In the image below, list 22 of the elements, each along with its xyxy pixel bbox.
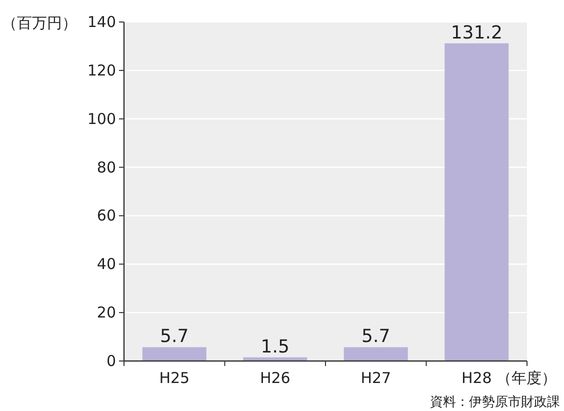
y-tick-label: 140: [87, 13, 116, 31]
data-label: 131.2: [450, 22, 502, 44]
data-label: 1.5: [260, 336, 290, 358]
y-tick-label: 60: [96, 206, 116, 225]
data-label: 5.7: [160, 326, 189, 348]
x-tick-label: H25: [159, 369, 190, 387]
x-axis-title: （年度）: [496, 369, 557, 387]
y-tick-label: 20: [96, 304, 116, 322]
x-tick-label: H26: [260, 369, 290, 387]
y-tick-label: 120: [87, 61, 116, 80]
bar: [344, 347, 408, 361]
bar: [142, 347, 206, 361]
bar: [444, 43, 509, 361]
y-axis-title: （百万円）: [2, 14, 77, 32]
x-tick-label: H27: [360, 369, 392, 387]
y-tick-label: 0: [106, 352, 116, 370]
y-tick-label: 100: [87, 110, 116, 128]
y-tick-label: 80: [96, 158, 116, 176]
text: 資料：伊勢原市財政課: [430, 395, 560, 410]
data-label: 5.7: [362, 326, 390, 348]
y-tick-label: 40: [96, 255, 116, 274]
x-tick-label: H28: [461, 369, 492, 387]
